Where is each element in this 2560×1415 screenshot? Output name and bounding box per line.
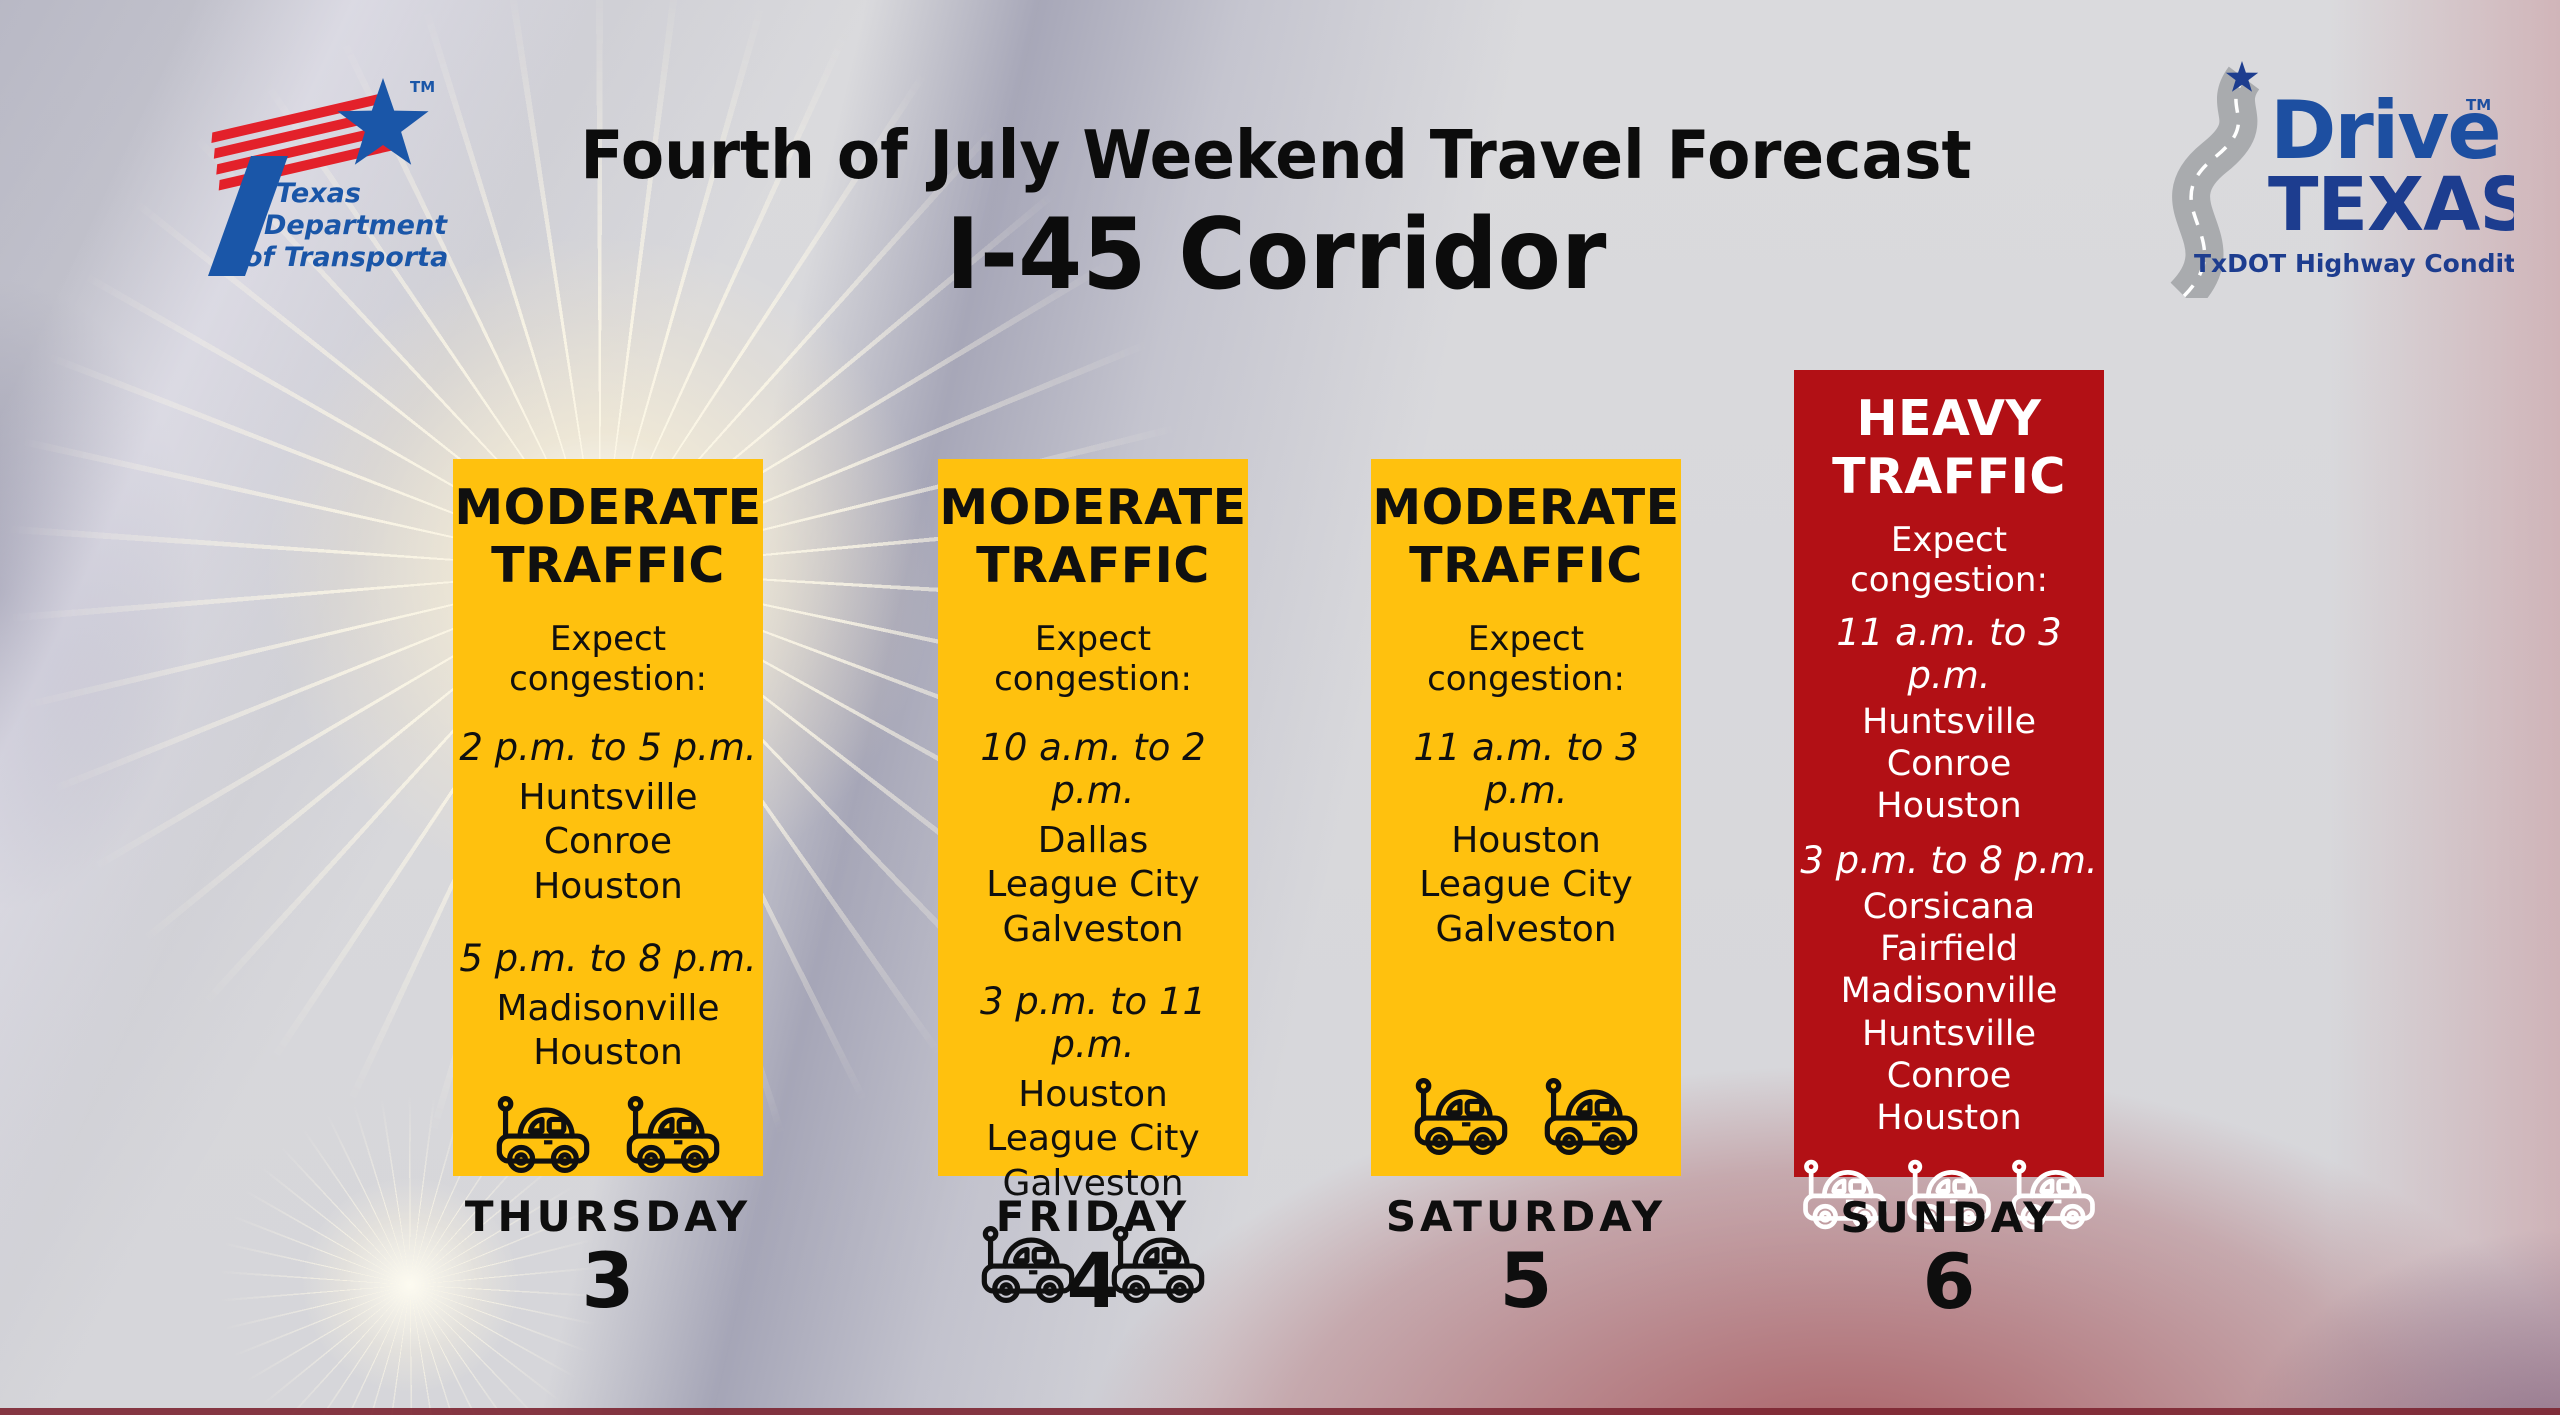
drivetexas-drive-text: Drive bbox=[2270, 84, 2500, 177]
txdot-text-2: Department bbox=[264, 210, 448, 241]
congestion-period: 11 a.m. to 3 p.m. Huntsville Conroe Houston bbox=[1800, 600, 2098, 828]
period-time: 3 p.m. to 8 p.m. bbox=[1800, 838, 2098, 882]
title-line-1: Fourth of July Weekend Travel Forecast bbox=[580, 116, 1972, 194]
period-cities: Madisonville Houston bbox=[496, 987, 720, 1074]
period-time: 11 a.m. to 3 p.m. bbox=[1413, 725, 1639, 812]
congestion-label: Expect congestion: bbox=[994, 618, 1192, 699]
car-icon bbox=[1106, 1220, 1210, 1308]
drivetexas-tagline: TxDOT Highway Conditions bbox=[2194, 249, 2514, 278]
congestion-period: 11 a.m. to 3 p.m. Houston League City Galve… bbox=[1377, 699, 1675, 953]
day-name: THURSDAY bbox=[464, 1192, 752, 1241]
car-icon bbox=[2006, 1154, 2100, 1234]
txdot-text-3: of Transportation bbox=[244, 242, 448, 273]
congestion-label: Expect congestion: bbox=[1850, 519, 2048, 600]
txdot-trademark: TM bbox=[410, 78, 435, 96]
period-cities: Houston League City Galveston bbox=[1419, 819, 1633, 950]
severity-label: MODERATE TRAFFIC bbox=[939, 479, 1247, 594]
period-cities: Huntsville Conroe Houston bbox=[518, 776, 698, 907]
car-icons bbox=[976, 1206, 1210, 1308]
traffic-column-sunday: HEAVY TRAFFIC Expect congestion: 11 a.m. to… bbox=[1794, 370, 2104, 1229]
severity-label: MODERATE TRAFFIC bbox=[1372, 479, 1680, 594]
congestion-period: 3 p.m. to 11 p.m. Houston League City Galve… bbox=[944, 953, 1242, 1207]
day-number: 6 bbox=[1922, 1237, 1976, 1326]
day-number: 5 bbox=[1499, 1236, 1553, 1325]
period-cities: Dallas League City Galveston bbox=[986, 819, 1200, 950]
traffic-column-friday: MODERATE TRAFFIC Expect congestion: 10 a.m.… bbox=[938, 459, 1248, 1304]
congestion-period: 3 p.m. to 8 p.m. Corsicana Fairfield Madiso… bbox=[1800, 828, 2097, 1140]
day-number: 3 bbox=[581, 1236, 635, 1325]
drivetexas-trademark: TM bbox=[2466, 96, 2491, 114]
period-time: 10 a.m. to 2 p.m. bbox=[980, 725, 1206, 812]
page-title: Fourth of July Weekend Travel Forecast I… bbox=[430, 116, 2122, 312]
period-time: 2 p.m. to 5 p.m. bbox=[459, 725, 757, 769]
winding-road-star-icon: Drive TM TEXAS TxDOT Highway Conditions bbox=[2169, 61, 2560, 310]
drivetexas-logo: Drive TM TEXAS TxDOT Highway Conditions bbox=[2122, 58, 2560, 310]
car-icons bbox=[1798, 1140, 2100, 1234]
txdot-flag-star-icon: TM Texas Department of Transportation bbox=[208, 78, 508, 276]
txdot-text-1: Texas bbox=[276, 178, 361, 209]
txdot-logo: TM Texas Department of Transportation bbox=[148, 64, 508, 279]
congestion-period: 5 p.m. to 8 p.m. Madisonville Houston bbox=[459, 910, 756, 1076]
severity-label: HEAVY TRAFFIC bbox=[1832, 390, 2066, 505]
car-icons bbox=[491, 1076, 725, 1178]
congestion-label: Expect congestion: bbox=[509, 618, 707, 699]
car-icon bbox=[491, 1090, 595, 1178]
day-name: FRIDAY bbox=[995, 1192, 1191, 1241]
day-name: SUNDAY bbox=[1840, 1193, 2058, 1242]
period-time: 11 a.m. to 3 p.m. bbox=[1836, 610, 2062, 697]
period-cities: Huntsville Conroe Houston bbox=[1861, 701, 2037, 827]
car-icon bbox=[621, 1090, 725, 1178]
car-icon bbox=[1798, 1154, 1892, 1234]
traffic-column-thursday: MODERATE TRAFFIC Expect congestion: 2 p.m. … bbox=[453, 459, 763, 1176]
period-time: 3 p.m. to 11 p.m. bbox=[979, 979, 1207, 1066]
period-cities: Corsicana Fairfield Madisonville Huntsville… bbox=[1840, 886, 2058, 1139]
day-label-thursday: THURSDAY 3 bbox=[453, 1192, 763, 1321]
day-label-friday: FRIDAY 4 bbox=[938, 1192, 1248, 1321]
car-icons bbox=[1409, 1058, 1643, 1160]
severity-label: MODERATE TRAFFIC bbox=[454, 479, 762, 594]
day-label-sunday: SUNDAY 6 bbox=[1794, 1193, 2104, 1322]
car-icon bbox=[1409, 1072, 1513, 1160]
title-line-2: I-45 Corridor bbox=[945, 198, 1607, 312]
car-icon bbox=[1902, 1154, 1996, 1234]
car-icon bbox=[1539, 1072, 1643, 1160]
day-name: SATURDAY bbox=[1385, 1192, 1667, 1241]
congestion-period: 10 a.m. to 2 p.m. Dallas League City Galves… bbox=[944, 699, 1242, 953]
drivetexas-texas-text: TEXAS bbox=[2268, 162, 2514, 248]
traffic-column-saturday: MODERATE TRAFFIC Expect congestion: 11 a.m.… bbox=[1371, 459, 1681, 1176]
day-number: 4 bbox=[1066, 1236, 1120, 1325]
bottom-flag-stripe bbox=[0, 1408, 2560, 1415]
car-icon bbox=[976, 1220, 1080, 1308]
day-label-saturday: SATURDAY 5 bbox=[1371, 1192, 1681, 1321]
congestion-label: Expect congestion: bbox=[1427, 618, 1625, 699]
period-time: 5 p.m. to 8 p.m. bbox=[459, 936, 757, 980]
period-cities: Houston League City Galveston bbox=[986, 1073, 1200, 1204]
congestion-period: 2 p.m. to 5 p.m. Huntsville Conroe Houston bbox=[459, 699, 756, 910]
